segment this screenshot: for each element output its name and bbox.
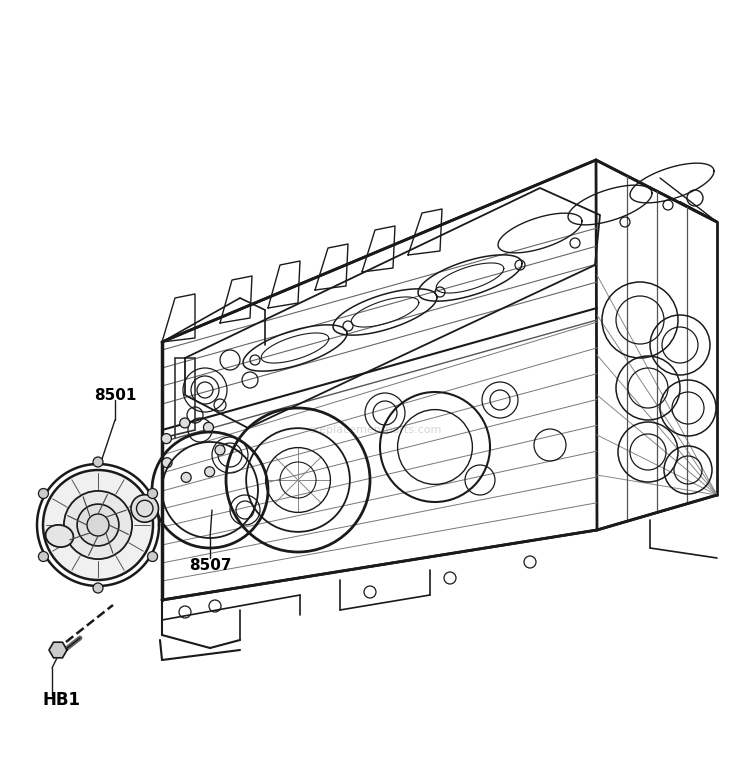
Circle shape: [131, 495, 158, 522]
Circle shape: [38, 488, 49, 499]
Circle shape: [64, 491, 132, 559]
Polygon shape: [49, 642, 67, 658]
Circle shape: [87, 514, 109, 536]
Circle shape: [148, 488, 158, 499]
Ellipse shape: [46, 525, 74, 547]
Circle shape: [148, 552, 158, 562]
Circle shape: [215, 445, 225, 455]
Circle shape: [161, 434, 172, 444]
Circle shape: [43, 470, 153, 580]
Circle shape: [162, 458, 172, 468]
Text: 8507: 8507: [189, 557, 231, 572]
Text: HB1: HB1: [42, 691, 80, 709]
Circle shape: [203, 422, 214, 432]
Circle shape: [38, 552, 49, 562]
Circle shape: [182, 472, 191, 482]
Text: ereplacementparts.com: ereplacementparts.com: [308, 425, 442, 435]
Circle shape: [77, 504, 119, 546]
Circle shape: [93, 457, 103, 467]
Circle shape: [205, 467, 214, 477]
Circle shape: [180, 418, 190, 428]
Text: 8501: 8501: [94, 388, 136, 403]
Circle shape: [93, 583, 103, 593]
